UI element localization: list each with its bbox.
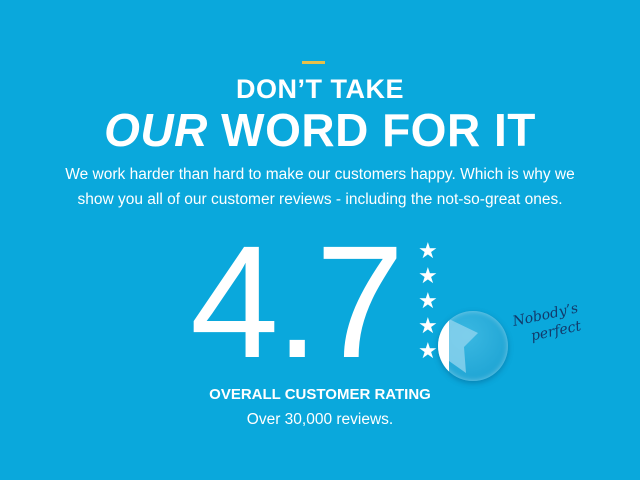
star-icon: ★ — [418, 314, 438, 339]
star-icon: ★ — [418, 264, 438, 289]
intro-line2: show you all of our customer reviews - i… — [77, 191, 563, 208]
star-icon: ★ — [418, 339, 438, 364]
star-icon: ★ — [418, 239, 438, 264]
accent-bar — [302, 61, 325, 64]
heading-rest: WORD FOR IT — [207, 104, 536, 156]
heading-line2: OUR WORD FOR IT — [0, 105, 640, 155]
rating-value: 4.7 — [190, 212, 404, 391]
review-count: Over 30,000 reviews. — [246, 411, 394, 428]
intro-text: We work harder than hard to make our cus… — [0, 162, 640, 212]
magnifier-icon — [438, 311, 508, 381]
heading-emphasis: OUR — [104, 104, 208, 156]
nobodys-perfect-note: Nobody’s perfect — [511, 299, 584, 348]
heading-line1: DON’T TAKE — [236, 74, 404, 104]
partial-star-icon — [438, 311, 478, 381]
intro-line1: We work harder than hard to make our cus… — [65, 166, 575, 183]
star-icon: ★ — [418, 289, 438, 314]
rating-label: OVERALL CUSTOMER RATING — [209, 386, 431, 403]
